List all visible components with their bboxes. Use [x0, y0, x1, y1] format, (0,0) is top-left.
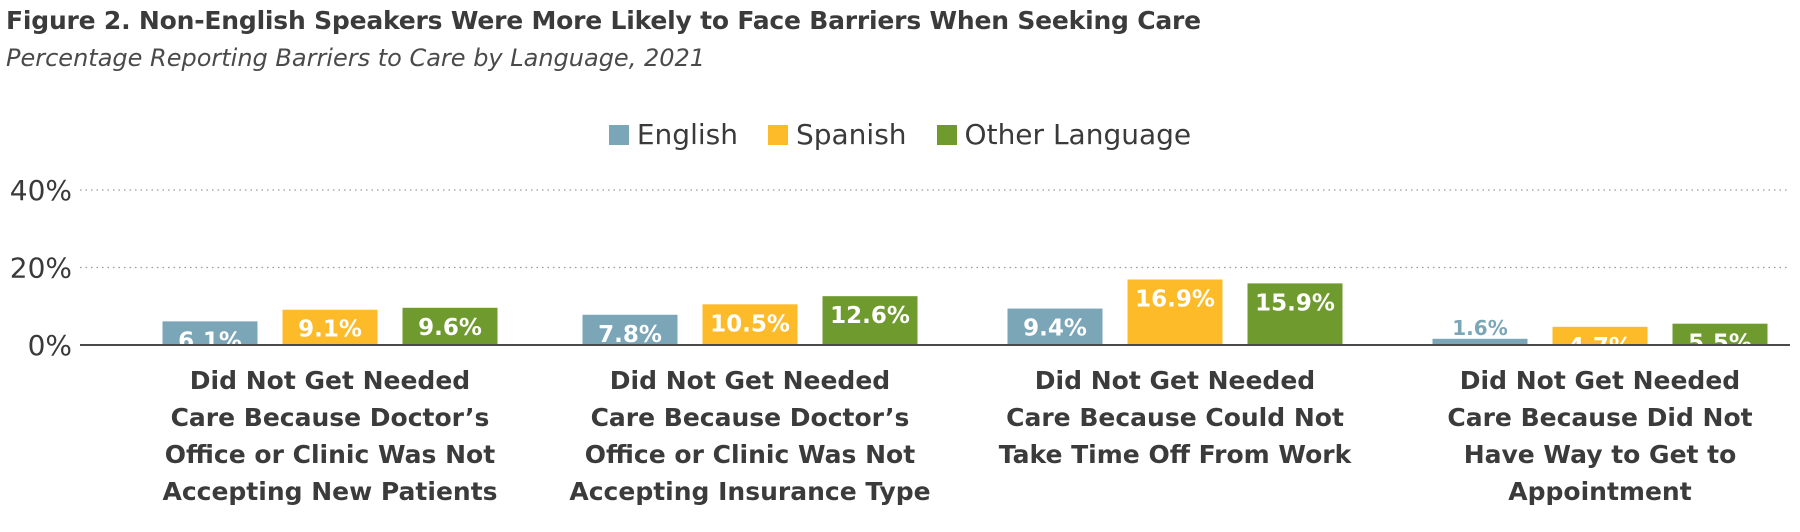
chart-title: Figure 2. Non-English Speakers Were More…	[6, 6, 1201, 35]
legend-swatch-english	[608, 124, 629, 145]
bar-spanish-3	[1552, 326, 1648, 345]
legend-item-other-language: Other Language	[936, 118, 1192, 151]
bar-other-language-1	[822, 296, 918, 345]
y-tick-label-40: 40%	[10, 174, 72, 207]
category-label-line: Did Not Get Needed	[609, 366, 891, 395]
category-label-1: Did Not Get Needed Care Because Doctor’s O…	[530, 362, 970, 510]
bar-other-language-0	[402, 307, 498, 345]
bar-other-language-2	[1247, 283, 1343, 345]
legend-item-english: English	[608, 118, 738, 151]
legend-label-english: English	[636, 118, 738, 151]
bar-other-language-3	[1672, 323, 1768, 345]
category-label-line: Did Not Get Needed	[1034, 366, 1316, 395]
data-label-spanish-1: 10.5%	[710, 311, 790, 337]
y-tick-label-20: 20%	[10, 252, 72, 285]
category-label-line: Accepting New Patients	[162, 477, 498, 506]
data-label-other-language-1: 12.6%	[830, 303, 910, 329]
legend-swatch-spanish	[767, 124, 788, 145]
category-label-line: Care Because Could Not	[1006, 403, 1344, 432]
category-label-line: Care Because Did Not	[1447, 403, 1753, 432]
data-label-spanish-2: 16.9%	[1135, 287, 1215, 313]
data-label-spanish-3: 4.7%	[1568, 334, 1632, 360]
data-label-english-3: 1.6%	[1452, 316, 1507, 340]
category-label-line: Take Time Off From Work	[998, 440, 1352, 469]
y-tick-label-0: 0%	[28, 329, 72, 362]
category-label-0: Did Not Get Needed Care Because Doctor’s O…	[110, 362, 550, 510]
bar-english-2	[1007, 308, 1103, 345]
bar-english-0	[162, 321, 258, 345]
data-label-other-language-2: 15.9%	[1255, 290, 1335, 316]
category-label-line: Did Not Get Needed	[1459, 366, 1741, 395]
legend-swatch-other-language	[936, 124, 957, 145]
bar-english-1	[582, 314, 678, 345]
chart-subtitle: Percentage Reporting Barriers to Care by…	[6, 44, 706, 72]
category-label-line: Appointment	[1508, 477, 1692, 506]
category-label-line: Care Because Doctor’s	[590, 403, 910, 432]
bar-spanish-0	[282, 309, 378, 345]
category-label-line: Accepting Insurance Type	[569, 477, 931, 506]
bar-english-3	[1432, 338, 1528, 345]
category-label-2: Did Not Get Needed Care Because Could Not…	[955, 362, 1395, 473]
category-label-line: Office or Clinic Was Not	[164, 440, 496, 469]
category-label-line: Office or Clinic Was Not	[584, 440, 916, 469]
legend-label-spanish: Spanish	[795, 118, 907, 151]
bar-spanish-1	[702, 304, 798, 345]
bar-spanish-2	[1127, 279, 1223, 345]
data-label-spanish-0: 9.1%	[298, 317, 362, 343]
data-label-other-language-3: 5.5%	[1688, 331, 1752, 357]
category-label-line: Did Not Get Needed	[189, 366, 471, 395]
data-label-english-0: 6.1%	[178, 328, 242, 354]
data-label-english-1: 7.8%	[598, 322, 662, 348]
category-label-3: Did Not Get Needed Care Because Did Not Ha…	[1380, 362, 1800, 510]
category-label-line: Have Way to Get to	[1463, 440, 1737, 469]
legend: English Spanish Other Language	[0, 118, 1800, 151]
category-label-line: Care Because Doctor’s	[170, 403, 490, 432]
legend-item-spanish: Spanish	[767, 118, 907, 151]
legend-label-other-language: Other Language	[964, 118, 1192, 151]
data-label-other-language-0: 9.6%	[418, 315, 482, 341]
data-label-english-2: 9.4%	[1023, 316, 1087, 342]
